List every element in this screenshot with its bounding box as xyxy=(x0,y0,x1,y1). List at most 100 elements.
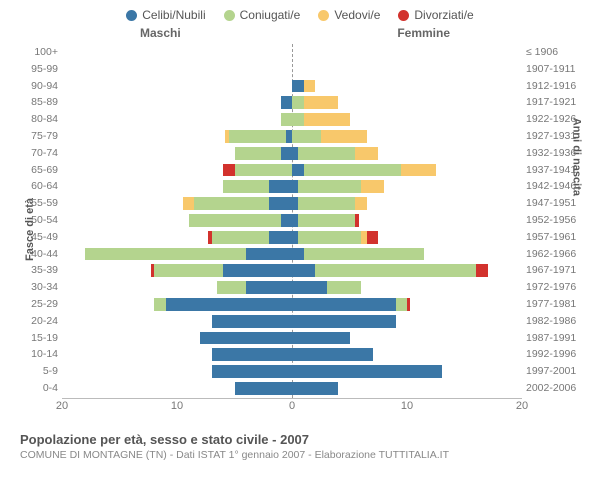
bar-segment xyxy=(223,264,292,277)
bar-segment xyxy=(298,180,361,193)
bar-segment xyxy=(396,298,408,311)
bar-segment xyxy=(292,298,396,311)
female-bar xyxy=(292,298,522,311)
age-label: 10-14 xyxy=(20,346,58,363)
bar-segment xyxy=(304,96,339,109)
age-label: 85-89 xyxy=(20,94,58,111)
bar-segment xyxy=(292,382,338,395)
age-row: 80-841922-1926 xyxy=(62,111,522,128)
female-bar xyxy=(292,113,522,126)
age-label: 30-34 xyxy=(20,279,58,296)
bar-group xyxy=(62,315,522,328)
age-label: 75-79 xyxy=(20,128,58,145)
bar-segment xyxy=(292,348,373,361)
male-bar xyxy=(62,96,292,109)
female-bar xyxy=(292,197,522,210)
bar-group xyxy=(62,147,522,160)
birth-label: 1912-1916 xyxy=(526,78,580,95)
birth-label: 1982-1986 xyxy=(526,313,580,330)
bar-segment xyxy=(321,130,367,143)
female-bar xyxy=(292,63,522,76)
bar-segment xyxy=(304,164,402,177)
bar-segment xyxy=(367,231,379,244)
bar-segment xyxy=(292,281,327,294)
female-bar xyxy=(292,281,522,294)
bar-segment xyxy=(212,365,293,378)
age-label: 45-49 xyxy=(20,229,58,246)
birth-label: 1907-1911 xyxy=(526,61,580,78)
male-bar xyxy=(62,264,292,277)
bar-segment xyxy=(269,180,292,193)
bar-group xyxy=(62,248,522,261)
bar-segment xyxy=(292,113,304,126)
bar-group xyxy=(62,63,522,76)
bar-segment xyxy=(355,214,358,227)
bar-segment xyxy=(154,298,166,311)
bar-group xyxy=(62,214,522,227)
age-row: 5-91997-2001 xyxy=(62,363,522,380)
female-bar xyxy=(292,46,522,59)
birth-label: 1932-1936 xyxy=(526,145,580,162)
birth-label: 1952-1956 xyxy=(526,212,580,229)
female-bar xyxy=(292,365,522,378)
bar-segment xyxy=(235,147,281,160)
bar-segment xyxy=(212,315,293,328)
bar-segment xyxy=(281,214,293,227)
legend-swatch xyxy=(318,10,329,21)
bar-segment xyxy=(212,348,293,361)
age-label: 95-99 xyxy=(20,61,58,78)
male-bar xyxy=(62,46,292,59)
birth-label: 1972-1976 xyxy=(526,279,580,296)
male-bar xyxy=(62,180,292,193)
bar-segment xyxy=(292,264,315,277)
age-row: 35-391967-1971 xyxy=(62,262,522,279)
bar-segment xyxy=(194,197,269,210)
bar-segment xyxy=(235,164,293,177)
bar-segment xyxy=(223,164,235,177)
age-label: 70-74 xyxy=(20,145,58,162)
bar-group xyxy=(62,180,522,193)
age-label: 90-94 xyxy=(20,78,58,95)
age-row: 50-541952-1956 xyxy=(62,212,522,229)
age-label: 60-64 xyxy=(20,178,58,195)
bar-group xyxy=(62,281,522,294)
birth-label: 1962-1966 xyxy=(526,246,580,263)
male-bar xyxy=(62,197,292,210)
legend-label: Coniugati/e xyxy=(240,8,301,22)
birth-label: 1992-1996 xyxy=(526,346,580,363)
legend-item: Divorziati/e xyxy=(398,8,473,22)
male-bar xyxy=(62,365,292,378)
bar-segment xyxy=(292,164,304,177)
bar-segment xyxy=(355,197,367,210)
bar-segment xyxy=(246,248,292,261)
legend-item: Vedovi/e xyxy=(318,8,380,22)
bar-segment xyxy=(166,298,293,311)
male-bar xyxy=(62,113,292,126)
bar-segment xyxy=(292,248,304,261)
male-bar xyxy=(62,348,292,361)
bar-group xyxy=(62,382,522,395)
legend-label: Vedovi/e xyxy=(334,8,380,22)
female-bar xyxy=(292,348,522,361)
age-row: 65-691937-1941 xyxy=(62,162,522,179)
bar-segment xyxy=(235,382,293,395)
male-bar xyxy=(62,147,292,160)
female-bar xyxy=(292,264,522,277)
bar-segment xyxy=(304,248,425,261)
age-row: 45-491957-1961 xyxy=(62,229,522,246)
bar-segment xyxy=(292,96,304,109)
bar-group xyxy=(62,164,522,177)
birth-label: 1947-1951 xyxy=(526,195,580,212)
bar-segment xyxy=(229,130,287,143)
male-bar xyxy=(62,80,292,93)
female-bar xyxy=(292,164,522,177)
bar-segment xyxy=(200,332,292,345)
female-bar xyxy=(292,80,522,93)
bar-segment xyxy=(189,214,281,227)
age-label: 55-59 xyxy=(20,195,58,212)
bar-segment xyxy=(361,180,384,193)
age-label: 15-19 xyxy=(20,330,58,347)
birth-label: 1917-1921 xyxy=(526,94,580,111)
legend-swatch xyxy=(398,10,409,21)
bar-segment xyxy=(269,197,292,210)
